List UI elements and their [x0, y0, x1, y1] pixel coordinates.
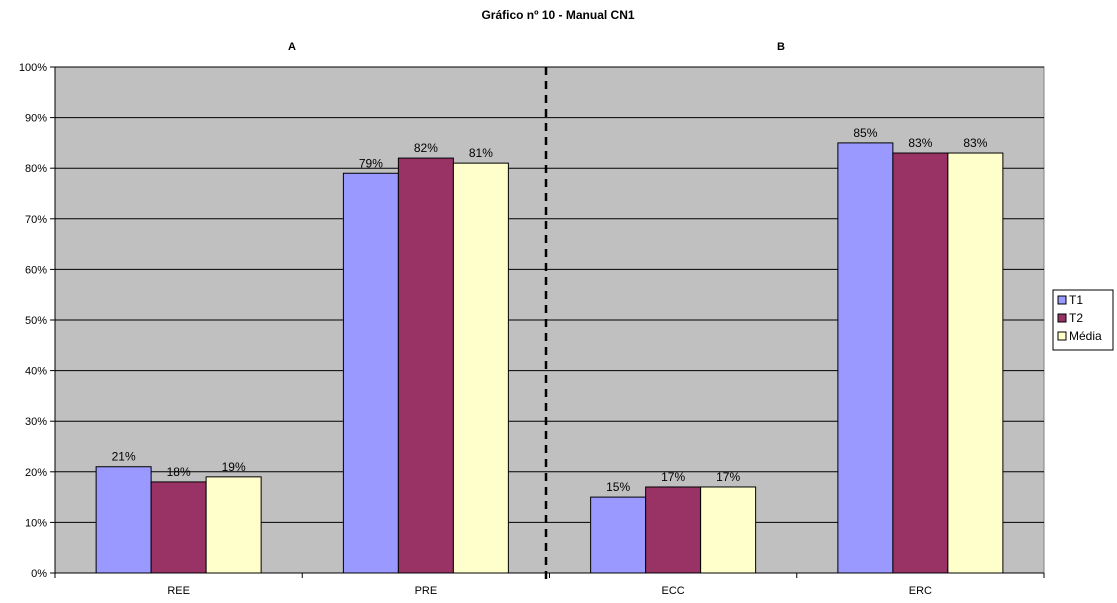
y-tick-label: 60%	[25, 264, 47, 276]
bar-mdia-ree	[205, 476, 262, 574]
bar-t2-ecc	[645, 486, 702, 574]
bar-t1-pre	[342, 172, 399, 574]
group-label-b: B	[777, 41, 785, 53]
y-tick-label: 30%	[25, 416, 47, 428]
legend-label-t2: T2	[1069, 311, 1083, 325]
x-tick-label: PRE	[415, 585, 438, 597]
y-tick-label: 70%	[25, 214, 47, 226]
bar-t1-erc	[837, 142, 894, 574]
y-tick-label: 0%	[31, 568, 47, 580]
bar-t1-ree	[95, 466, 152, 574]
bar-t2-erc	[892, 152, 949, 574]
y-tick-label: 20%	[25, 467, 47, 479]
x-tick-label: ERC	[909, 585, 932, 597]
legend-label-t1: T1	[1069, 293, 1083, 307]
data-label: 85%	[853, 126, 877, 140]
bar-mdia-ecc	[700, 486, 757, 574]
data-label: 83%	[908, 136, 932, 150]
bar-t2-pre	[397, 157, 454, 574]
y-axis: 0% 10% 20% 30% 40% 50% 60% 70% 80% 90% 100%	[19, 62, 56, 580]
y-tick-label: 50%	[25, 315, 47, 327]
data-label: 81%	[469, 146, 493, 160]
bars	[95, 142, 1004, 574]
legend-label-media: Média	[1069, 329, 1102, 343]
x-tick-label: ECC	[662, 585, 685, 597]
x-axis: REE PRE ECC ERC	[54, 572, 1045, 597]
bar-t2-ree	[150, 481, 207, 574]
data-label: 17%	[661, 470, 685, 484]
legend-swatch-t1	[1057, 295, 1067, 305]
data-label: 79%	[359, 156, 383, 170]
data-label: 18%	[167, 465, 191, 479]
y-tick-label: 90%	[25, 113, 47, 125]
bar-mdia-erc	[947, 152, 1004, 574]
data-label: 19%	[222, 460, 246, 474]
bar-t1-ecc	[590, 496, 647, 574]
y-tick-label: 100%	[19, 62, 47, 74]
x-tick-label: REE	[167, 585, 190, 597]
data-label: 21%	[112, 450, 136, 464]
data-label: 17%	[716, 470, 740, 484]
legend: T1 T2 Média	[1052, 289, 1114, 351]
bar-mdia-pre	[452, 162, 509, 574]
data-label: 15%	[606, 480, 630, 494]
legend-swatch-t2	[1057, 313, 1067, 323]
legend-swatch-media	[1057, 331, 1067, 341]
data-label: 82%	[414, 141, 438, 155]
chart-title: Gráfico nº 10 - Manual CN1	[481, 8, 634, 22]
data-label: 83%	[963, 136, 987, 150]
group-label-a: A	[288, 41, 296, 53]
data-labels: 21% 18% 19% 79% 82% 81% 15% 17% 17% 85% 83% 83%	[112, 126, 988, 494]
y-tick-label: 80%	[25, 163, 47, 175]
y-tick-label: 10%	[25, 517, 47, 529]
y-tick-label: 40%	[25, 366, 47, 378]
